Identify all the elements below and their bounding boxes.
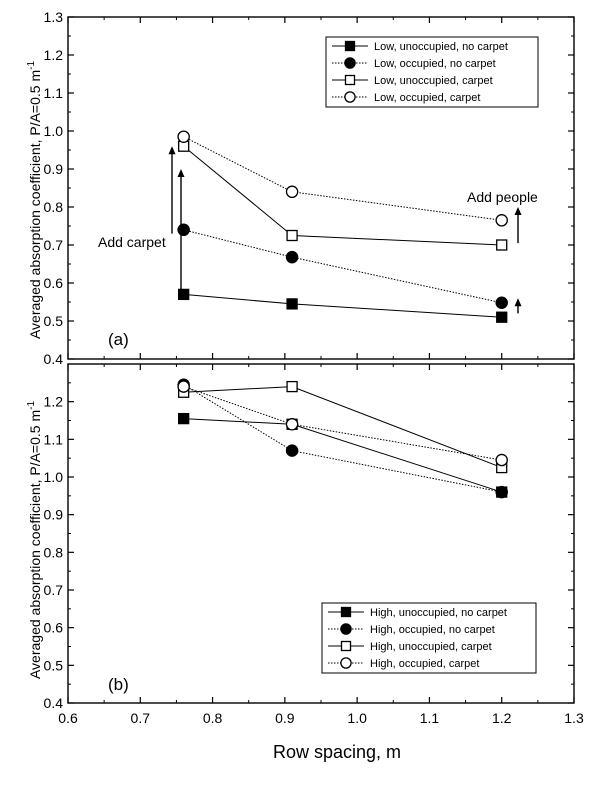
legend-marker [344, 91, 356, 103]
legend-marker [340, 623, 352, 635]
y-tick-label: 0.9 [44, 161, 64, 177]
data-point-low-unoccupied-carpet [286, 229, 298, 242]
y-tick-label: 0.6 [44, 620, 64, 636]
y-axis-label-top: Averaged absorption coefficient, P/A=0.5… [26, 61, 43, 339]
y-tick-label: 1.0 [44, 469, 64, 485]
y-tick-label: 1.0 [44, 123, 64, 139]
x-tick-label: 1.1 [420, 710, 440, 726]
y-tick-label: 0.4 [44, 695, 64, 711]
arrow-add-carpet-short-head [177, 169, 185, 177]
legend-label: High, unoccupied, carpet [370, 641, 492, 653]
legend-marker [344, 40, 356, 52]
series-line-low-unoccupied-no-carpet [183, 293, 502, 318]
y-tick-label: 0.5 [44, 313, 64, 329]
legend-marker [344, 57, 356, 69]
y-tick-label: 0.5 [44, 657, 64, 673]
data-point-high-occupied-carpet [285, 418, 299, 431]
x-tick-label: 1.3 [564, 710, 584, 726]
x-tick-label: 0.8 [203, 710, 223, 726]
data-point-low-occupied-no-carpet [495, 296, 508, 310]
y-tick-label: 1.1 [44, 431, 64, 447]
arrow-add-carpet-long-head [168, 146, 176, 155]
y-tick-label: 1.3 [44, 9, 64, 25]
data-point-low-occupied-carpet [495, 214, 508, 227]
panel-label-a: (a) [108, 330, 129, 349]
y-tick-label: 1.2 [44, 394, 64, 410]
data-point-low-unoccupied-no-carpet [496, 311, 508, 323]
y-tick-label: 1.1 [44, 85, 64, 101]
data-point-high-unoccupied-carpet [286, 380, 298, 393]
y-tick-label: 0.7 [44, 237, 64, 253]
legend-label: High, occupied, no carpet [370, 624, 495, 636]
data-point-low-occupied-carpet [177, 130, 190, 143]
data-point-high-unoccupied-no-carpet [178, 412, 190, 425]
legend-box [321, 602, 537, 674]
y-tick-label: 0.8 [44, 199, 64, 215]
y-tick-label: 0.6 [44, 275, 64, 291]
series-line-low-occupied-carpet [183, 136, 502, 221]
data-point-low-occupied-no-carpet [285, 250, 299, 264]
legend-label: High, occupied, carpet [370, 658, 479, 670]
legend-label: High, unoccupied, no carpet [370, 607, 507, 619]
y-tick-label: 0.7 [44, 582, 64, 598]
x-tick-label: 1.0 [347, 710, 367, 726]
legend-box [325, 36, 539, 108]
series-line-high-unoccupied-carpet [183, 386, 502, 469]
panel-label-b: (b) [108, 675, 129, 694]
y-tick-label: 0.8 [44, 544, 64, 560]
legend-marker [344, 74, 356, 86]
y-tick-label: 0.9 [44, 507, 64, 523]
y-axis-label-bottom: Averaged absorption coefficient, P/A=0.5… [26, 401, 43, 679]
data-point-low-unoccupied-no-carpet [178, 288, 190, 301]
y-tick-label: 0.4 [44, 351, 64, 367]
data-point-high-occupied-carpet [177, 380, 190, 393]
series-line-high-occupied-no-carpet [183, 384, 502, 493]
data-point-low-unoccupied-no-carpet [286, 298, 298, 310]
x-tick-label: 0.9 [275, 710, 295, 726]
x-axis-label: Row spacing, m [273, 742, 401, 762]
annotation-add-carpet: Add carpet [98, 234, 166, 250]
x-tick-label: 0.6 [58, 710, 78, 726]
legend-label: Low, occupied, carpet [374, 92, 480, 104]
series-line-low-occupied-no-carpet [183, 229, 502, 304]
x-tick-label: 0.7 [131, 710, 151, 726]
legend-label: Low, unoccupied, carpet [374, 75, 493, 87]
arrow-add-people-small-head [514, 298, 522, 307]
data-point-high-occupied-no-carpet [285, 444, 299, 457]
data-point-low-occupied-no-carpet [177, 223, 190, 237]
arrow-add-people-head [514, 207, 522, 215]
series-line-high-unoccupied-no-carpet [183, 418, 502, 493]
legend-marker [340, 606, 352, 618]
legend-label: Low, occupied, no carpet [374, 58, 496, 70]
legend-marker [340, 640, 352, 652]
data-point-low-unoccupied-carpet [496, 239, 508, 251]
data-point-low-occupied-carpet [285, 185, 299, 199]
annotation-add-people: Add people [467, 189, 538, 205]
y-tick-label: 1.2 [44, 47, 64, 63]
data-point-high-occupied-no-carpet [495, 485, 508, 499]
series-line-low-unoccupied-carpet [183, 145, 502, 246]
data-point-high-occupied-carpet [495, 453, 508, 467]
x-tick-label: 1.2 [492, 710, 512, 726]
legend-marker [340, 657, 352, 669]
legend-label: Low, unoccupied, no carpet [374, 41, 508, 53]
